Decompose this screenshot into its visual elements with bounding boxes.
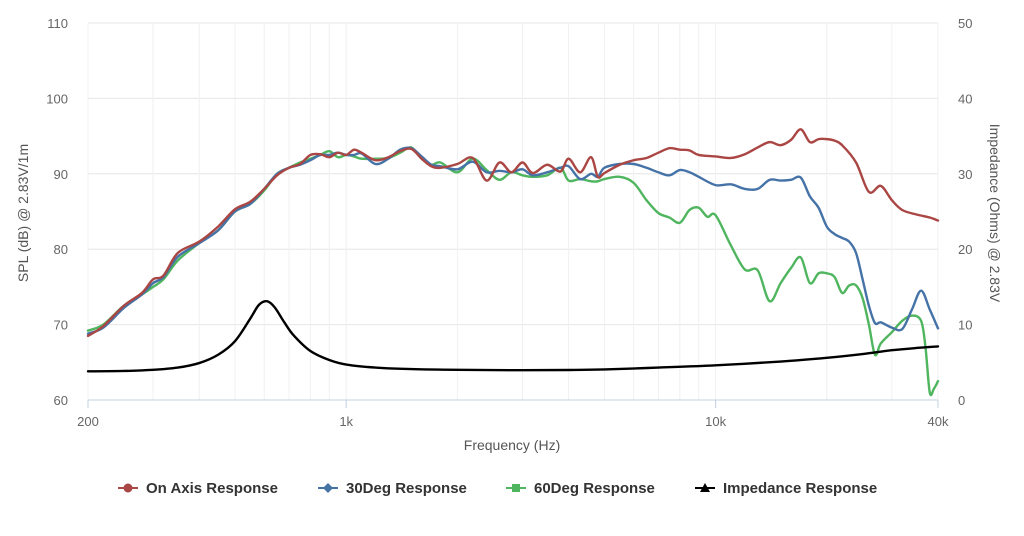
y-tick-label-left: 90 [54, 167, 68, 182]
y-tick-label-left: 70 [54, 318, 68, 333]
y-tick-label-right: 50 [958, 16, 972, 31]
x-axis: 200 1k 10k 40k [77, 400, 949, 429]
right-y-axis: 0 10 20 30 40 50 [958, 16, 972, 408]
legend-item-on-axis-response: On Axis Response [118, 480, 278, 497]
y-tick-label-right: 40 [958, 91, 972, 106]
legend-label: 30Deg Response [346, 480, 467, 497]
impedance-response-line [86, 299, 940, 373]
on-axis-response-line [86, 128, 940, 338]
30deg-response-line [86, 146, 940, 335]
x-tick-label: 1k [339, 414, 353, 429]
legend-item-30deg-response: 30Deg Response [318, 480, 467, 497]
left-y-axis: 60 70 80 90 100 110 [46, 16, 68, 408]
y-tick-label-right: 20 [958, 242, 972, 257]
60deg-response-line [86, 146, 940, 397]
diamond-marker-icon [323, 483, 333, 493]
circle-marker-icon [123, 483, 133, 493]
series-layer [86, 128, 940, 397]
legend-item-impedance-response: Impedance Response [695, 480, 877, 497]
legend-label: On Axis Response [146, 480, 278, 497]
x-tick-label: 40k [928, 414, 949, 429]
y-tick-label-left: 60 [54, 393, 68, 408]
legend-label: Impedance Response [723, 480, 877, 497]
legend-label: 60Deg Response [534, 480, 655, 497]
y-tick-label-left: 100 [46, 91, 68, 106]
grid-lines [87, 22, 939, 401]
x-tick-label: 10k [705, 414, 726, 429]
y-tick-label-right: 10 [958, 318, 972, 333]
y-tick-label-left: 80 [54, 242, 68, 257]
y-tick-label-right: 0 [958, 393, 965, 408]
x-tick-label: 200 [77, 414, 99, 429]
y-tick-label-right: 30 [958, 167, 972, 182]
y-tick-label-left: 110 [47, 16, 68, 31]
legend: On Axis Response 30Deg Response 60Deg Resp… [118, 480, 877, 497]
legend-item-60deg-response: 60Deg Response [506, 480, 655, 497]
x-axis-title: Frequency (Hz) [464, 437, 560, 453]
left-axis-title: SPL (dB) @ 2.83V/1m [15, 144, 31, 282]
triangle-marker-icon [700, 483, 710, 492]
right-axis-title: Impedance (Ohms) @ 2.83V [987, 124, 1003, 303]
square-marker-icon [512, 484, 520, 492]
